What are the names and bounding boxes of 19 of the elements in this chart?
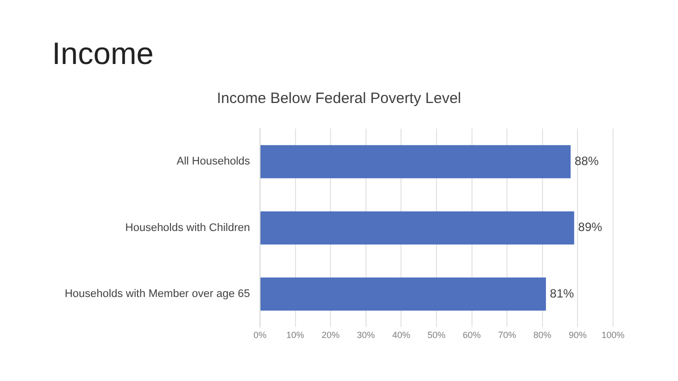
x-tick-label: 40% bbox=[392, 330, 410, 340]
y-tick-label: Households with Children bbox=[125, 222, 250, 234]
x-tick-label: 10% bbox=[286, 330, 304, 340]
data-label: 81% bbox=[550, 286, 574, 300]
x-tick-label: 30% bbox=[356, 330, 375, 340]
x-tick-label: 100% bbox=[601, 330, 625, 340]
y-tick-label: Households with Member over age 65 bbox=[64, 288, 250, 300]
x-tick-label: 70% bbox=[498, 330, 516, 340]
x-tick-label: 90% bbox=[568, 330, 587, 340]
x-tick-label: 60% bbox=[462, 330, 481, 340]
chart-subtitle: Income Below Federal Poverty Level bbox=[216, 90, 462, 107]
y-tick-label: All Households bbox=[176, 156, 250, 168]
x-tick-label: 50% bbox=[427, 330, 446, 340]
x-tick-label: 80% bbox=[533, 330, 552, 340]
x-tick-label: 20% bbox=[322, 330, 340, 340]
data-label: 88% bbox=[574, 154, 599, 168]
data-label: 89% bbox=[578, 220, 603, 234]
chart-title: Income bbox=[52, 36, 154, 72]
x-tick-label: 0% bbox=[253, 330, 267, 340]
